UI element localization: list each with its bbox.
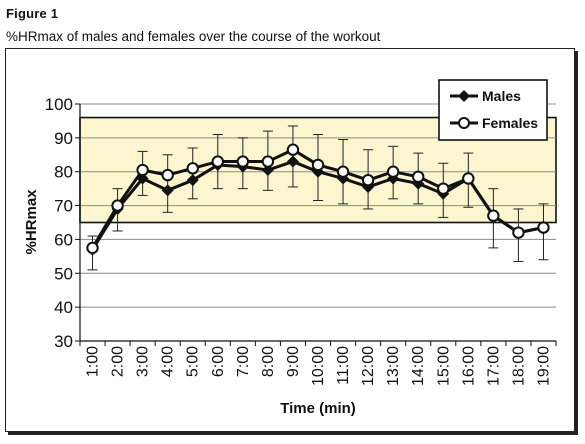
y-tick-label: 30 bbox=[54, 332, 73, 351]
series-lines bbox=[86, 143, 550, 256]
x-axis-label: Time (min) bbox=[280, 400, 356, 417]
y-tick-label: 40 bbox=[54, 298, 73, 317]
point-females bbox=[261, 155, 275, 168]
point-females bbox=[361, 173, 375, 187]
x-tick-label: 3:00 bbox=[135, 346, 152, 377]
x-tick-label: 16:00 bbox=[460, 346, 477, 386]
x-tick-label: 18:00 bbox=[510, 346, 527, 386]
x-tick-label: 10:00 bbox=[310, 346, 327, 386]
legend-label-females: Females bbox=[482, 115, 538, 131]
point-females bbox=[336, 165, 350, 178]
y-tick-label: 60 bbox=[54, 230, 73, 249]
point-females bbox=[512, 226, 525, 239]
legend-box bbox=[438, 79, 548, 141]
point-females bbox=[286, 143, 300, 156]
x-tick-label: 1:00 bbox=[85, 346, 102, 377]
point-males bbox=[161, 184, 174, 197]
point-females bbox=[111, 199, 124, 212]
legend-label-males: Males bbox=[482, 88, 521, 104]
x-tick-label: 13:00 bbox=[385, 346, 402, 386]
point-females bbox=[211, 155, 224, 168]
x-tick-label: 14:00 bbox=[410, 346, 427, 386]
point-females bbox=[462, 172, 475, 185]
x-tick-label: 19:00 bbox=[535, 346, 552, 386]
x-tick-label: 11:00 bbox=[335, 346, 352, 385]
x-tick-label: 15:00 bbox=[435, 346, 452, 386]
point-males bbox=[186, 174, 199, 187]
point-males bbox=[136, 172, 149, 185]
x-tick-label: 4:00 bbox=[160, 346, 177, 377]
x-tick-label: 7:00 bbox=[235, 346, 252, 377]
point-females bbox=[186, 162, 199, 175]
figure-label: Figure 1 bbox=[6, 6, 59, 21]
x-tick-label: 8:00 bbox=[260, 346, 277, 377]
y-tick-label: 80 bbox=[54, 163, 73, 182]
figure-caption: %HRmax of males and females over the cou… bbox=[6, 29, 381, 44]
y-tick-label: 100 bbox=[45, 95, 73, 114]
point-females bbox=[412, 170, 425, 183]
point-females bbox=[487, 209, 500, 222]
legend-marker-females bbox=[458, 117, 470, 129]
axes bbox=[79, 104, 557, 346]
x-tick-label: 5:00 bbox=[185, 346, 202, 377]
point-females bbox=[437, 182, 450, 195]
point-females bbox=[537, 221, 550, 234]
y-tick-label: 90 bbox=[54, 129, 73, 148]
x-tick-label: 2:00 bbox=[110, 346, 127, 377]
legend-marker-males bbox=[458, 90, 470, 102]
y-tick-label: 70 bbox=[54, 197, 73, 216]
y-axis-label: %HRmax bbox=[23, 189, 40, 255]
point-females bbox=[311, 158, 325, 172]
x-tick-label: 17:00 bbox=[485, 346, 502, 386]
point-females bbox=[236, 155, 250, 168]
point-males bbox=[286, 155, 299, 168]
tick-labels: 30 40 50 60 70 80 90 100 1:00 2:00 3:00 4:00 5:00 6:0… bbox=[45, 95, 553, 386]
x-tick-label: 12:00 bbox=[360, 346, 377, 386]
x-tick-label: 9:00 bbox=[285, 346, 302, 377]
legend: Males Females bbox=[438, 79, 548, 141]
point-females bbox=[161, 168, 174, 182]
y-tick-label: 50 bbox=[54, 264, 73, 283]
point-females bbox=[386, 165, 400, 178]
point-females bbox=[136, 163, 149, 177]
point-females bbox=[86, 241, 99, 255]
x-tick-label: 6:00 bbox=[210, 346, 227, 377]
point-males bbox=[261, 164, 274, 177]
